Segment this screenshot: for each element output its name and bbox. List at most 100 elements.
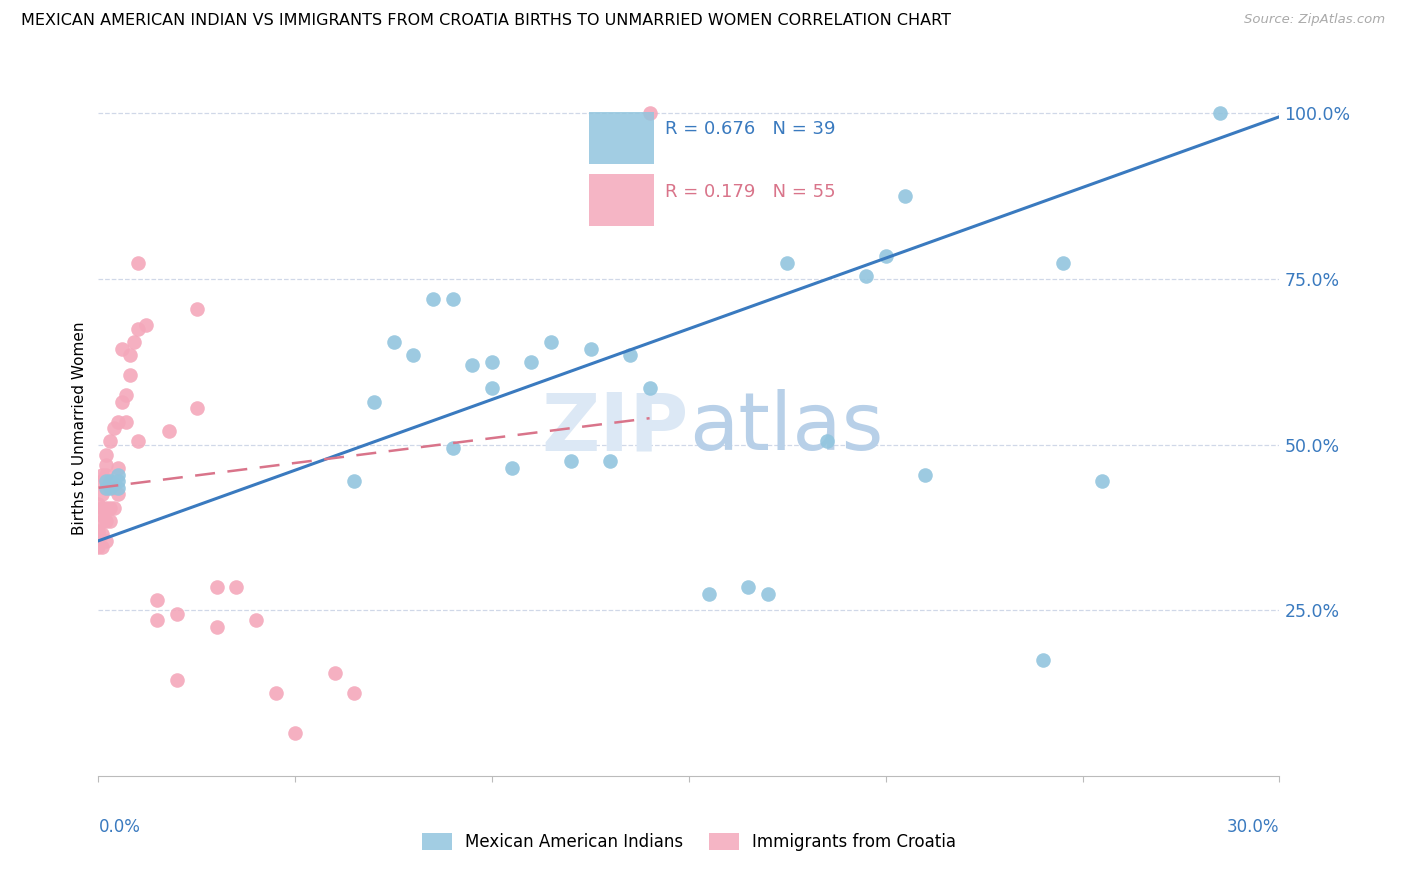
Point	[579, 342, 602, 356]
Point	[756, 587, 779, 601]
Point	[107, 481, 129, 495]
Point	[323, 666, 346, 681]
Point	[186, 401, 208, 416]
Point	[91, 467, 114, 482]
Point	[501, 461, 523, 475]
Point	[619, 348, 641, 362]
Point	[96, 474, 118, 488]
FancyBboxPatch shape	[589, 112, 654, 164]
Point	[91, 514, 114, 528]
Point	[560, 454, 582, 468]
Point	[481, 355, 503, 369]
Point	[111, 342, 134, 356]
Text: ZIP: ZIP	[541, 389, 689, 467]
Point	[205, 580, 228, 594]
Point	[157, 425, 180, 439]
Point	[115, 415, 138, 429]
Point	[96, 500, 118, 515]
Point	[520, 355, 543, 369]
Point	[96, 467, 118, 482]
Point	[87, 497, 110, 511]
Point	[697, 587, 720, 601]
Point	[855, 268, 877, 283]
Point	[96, 481, 118, 495]
Point	[111, 394, 134, 409]
Point	[875, 249, 897, 263]
Y-axis label: Births to Unmarried Women: Births to Unmarried Women	[72, 321, 87, 535]
Point	[103, 500, 125, 515]
Text: 0.0%: 0.0%	[98, 818, 141, 836]
Point	[481, 381, 503, 395]
Point	[107, 474, 129, 488]
Point	[98, 481, 121, 495]
Point	[146, 613, 169, 627]
Point	[103, 421, 125, 435]
Point	[127, 255, 149, 269]
Point	[166, 673, 188, 687]
Point	[107, 415, 129, 429]
Text: MEXICAN AMERICAN INDIAN VS IMMIGRANTS FROM CROATIA BIRTHS TO UNMARRIED WOMEN COR: MEXICAN AMERICAN INDIAN VS IMMIGRANTS FR…	[21, 13, 950, 29]
Point	[91, 474, 114, 488]
Point	[87, 527, 110, 541]
Point	[135, 318, 157, 333]
Point	[343, 686, 366, 700]
Text: R = 0.676   N = 39: R = 0.676 N = 39	[665, 120, 835, 138]
Point	[127, 322, 149, 336]
Point	[115, 388, 138, 402]
Point	[98, 434, 121, 449]
Point	[382, 334, 405, 349]
Point	[422, 292, 444, 306]
Text: atlas: atlas	[689, 389, 883, 467]
Point	[638, 381, 661, 395]
Point	[1091, 474, 1114, 488]
Text: Source: ZipAtlas.com: Source: ZipAtlas.com	[1244, 13, 1385, 27]
Point	[96, 514, 118, 528]
Point	[284, 726, 307, 740]
Point	[461, 358, 484, 372]
Point	[1032, 653, 1054, 667]
Point	[107, 487, 129, 501]
Text: 30.0%: 30.0%	[1227, 818, 1279, 836]
Point	[441, 292, 464, 306]
Point	[245, 613, 267, 627]
Point	[343, 474, 366, 488]
Point	[914, 467, 936, 482]
Point	[264, 686, 287, 700]
Point	[118, 368, 141, 383]
Point	[122, 334, 145, 349]
Point	[815, 434, 838, 449]
Point	[96, 448, 118, 462]
Point	[98, 514, 121, 528]
Point	[638, 106, 661, 120]
Point	[225, 580, 247, 594]
Point	[127, 434, 149, 449]
Point	[776, 255, 799, 269]
Point	[1209, 106, 1232, 120]
Point	[103, 481, 125, 495]
Point	[96, 481, 118, 495]
Point	[441, 441, 464, 455]
Point	[87, 524, 110, 538]
Legend: Mexican American Indians, Immigrants from Croatia: Mexican American Indians, Immigrants fro…	[415, 827, 963, 858]
Point	[103, 477, 125, 491]
Point	[96, 533, 118, 548]
Point	[599, 454, 621, 468]
Point	[1052, 255, 1074, 269]
Point	[91, 527, 114, 541]
Point	[166, 607, 188, 621]
Point	[91, 541, 114, 555]
Point	[96, 458, 118, 472]
Point	[118, 348, 141, 362]
Point	[98, 474, 121, 488]
Point	[98, 500, 121, 515]
Point	[107, 461, 129, 475]
Point	[87, 508, 110, 522]
Point	[186, 301, 208, 316]
Point	[894, 189, 917, 203]
Point	[146, 593, 169, 607]
Text: R = 0.179   N = 55: R = 0.179 N = 55	[665, 183, 837, 201]
Point	[205, 620, 228, 634]
Point	[91, 500, 114, 515]
FancyBboxPatch shape	[589, 174, 654, 227]
Point	[87, 541, 110, 555]
